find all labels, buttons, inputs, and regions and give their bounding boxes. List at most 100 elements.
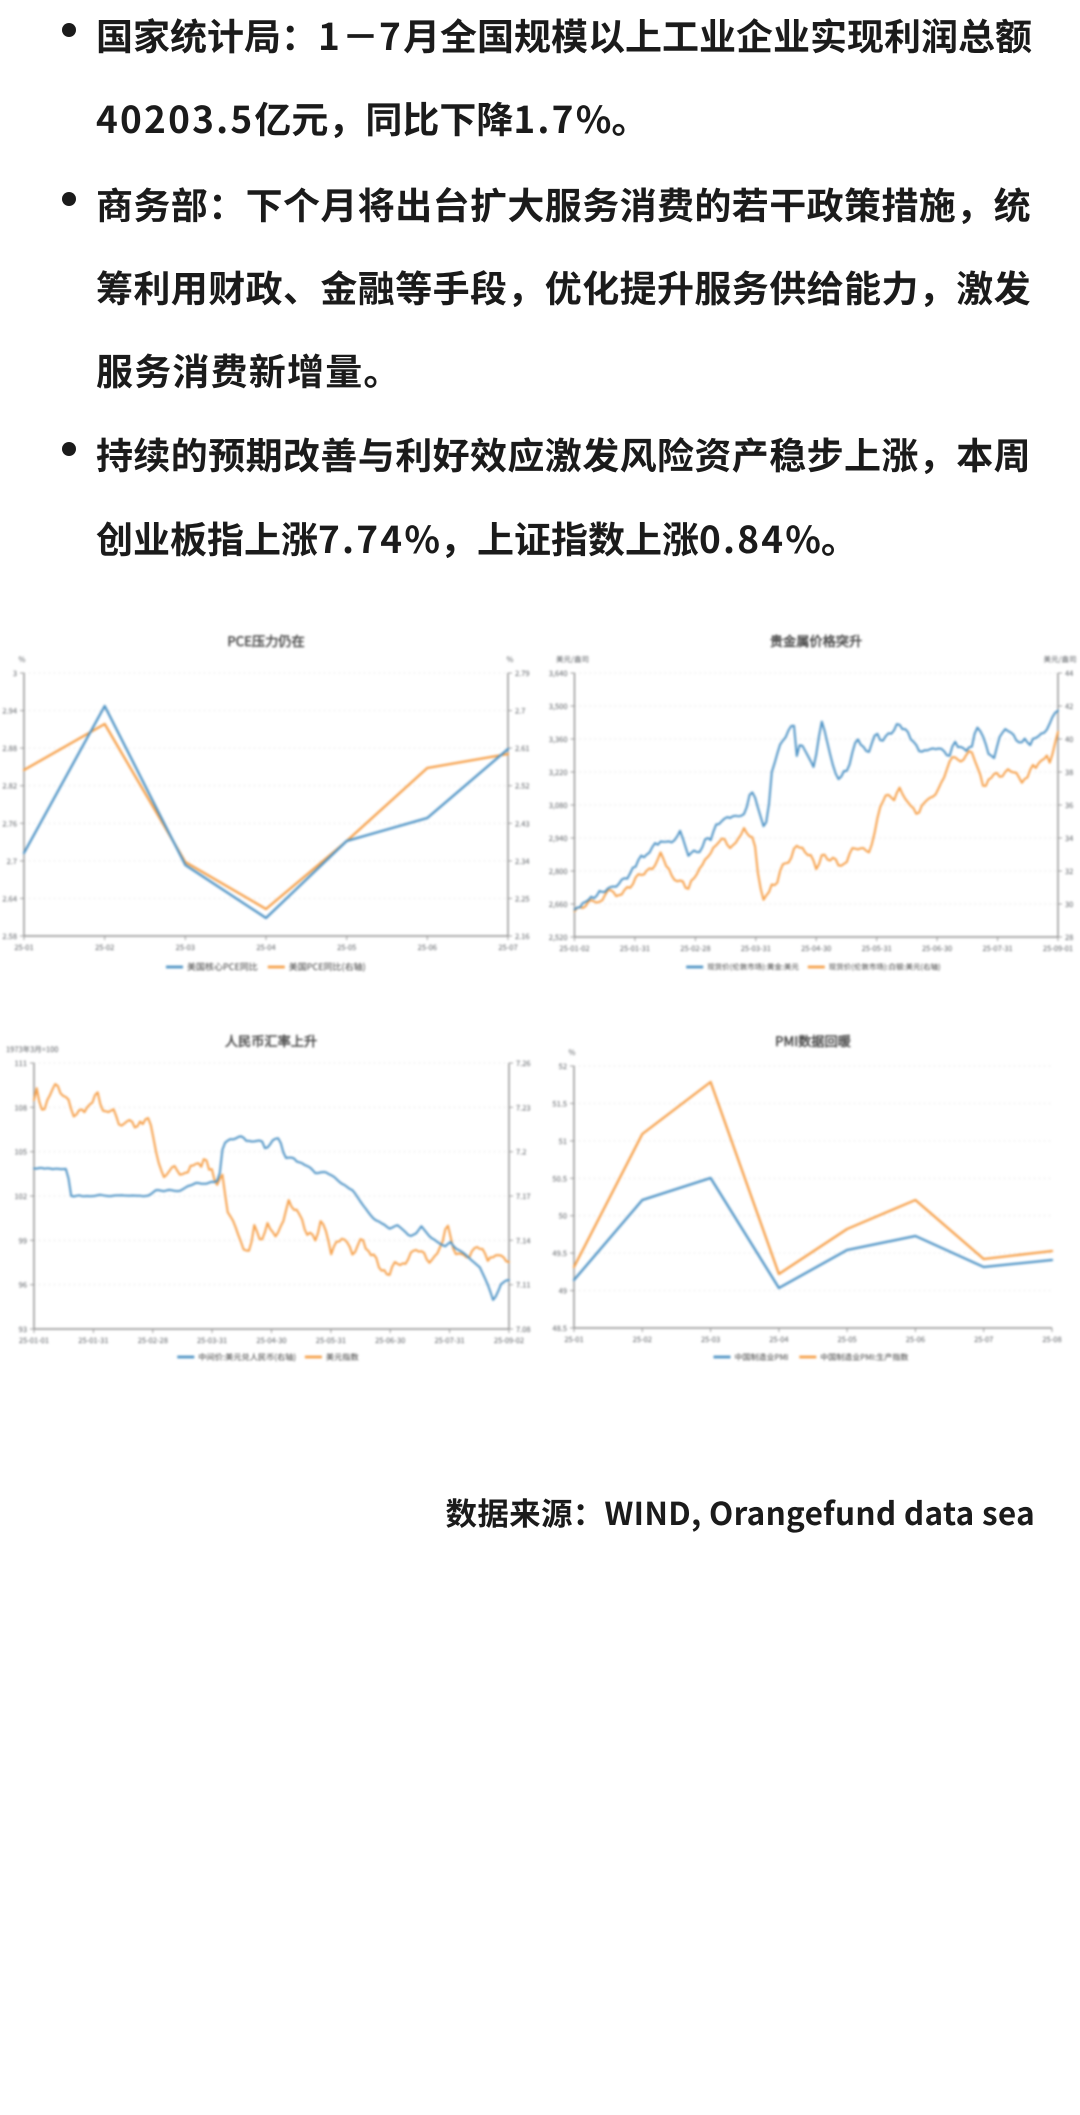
svg-text:25-06-30: 25-06-30 — [375, 1335, 405, 1346]
svg-text:2.88: 2.88 — [2, 743, 17, 754]
svg-text:25-04-30: 25-04-30 — [256, 1335, 286, 1346]
svg-text:美元指数: 美元指数 — [326, 1351, 359, 1363]
svg-text:2.94: 2.94 — [2, 706, 17, 717]
svg-text:38: 38 — [1065, 767, 1073, 778]
svg-text:25-09-01: 25-09-01 — [1043, 943, 1073, 954]
svg-text:25-06: 25-06 — [418, 942, 437, 953]
svg-text:3,220: 3,220 — [549, 767, 568, 778]
svg-text:25-05: 25-05 — [837, 1334, 856, 1345]
svg-text:2.58: 2.58 — [2, 931, 17, 942]
svg-text:51: 51 — [559, 1136, 567, 1147]
svg-text:25-08: 25-08 — [1042, 1334, 1061, 1345]
svg-text:111: 111 — [15, 1058, 28, 1069]
svg-text:25-07: 25-07 — [974, 1334, 993, 1345]
svg-text:中国制造业PMI: 中国制造业PMI — [735, 1352, 789, 1363]
svg-text:7.23: 7.23 — [516, 1102, 531, 1113]
svg-text:美元/盎司: 美元/盎司 — [1044, 654, 1077, 665]
svg-text:25-04: 25-04 — [256, 942, 275, 953]
svg-text:3,500: 3,500 — [549, 701, 568, 712]
svg-text:2,520: 2,520 — [549, 932, 568, 943]
svg-text:49: 49 — [559, 1286, 567, 1297]
svg-text:102: 102 — [15, 1191, 28, 1202]
svg-text:44: 44 — [1065, 668, 1073, 679]
svg-text:25-06: 25-06 — [906, 1334, 925, 1345]
svg-text:3,080: 3,080 — [549, 800, 568, 811]
svg-text:7.08: 7.08 — [516, 1324, 531, 1335]
svg-text:3: 3 — [13, 668, 17, 679]
svg-text:25-01-02: 25-01-02 — [559, 943, 589, 954]
svg-text:25-03: 25-03 — [176, 942, 195, 953]
svg-text:25-03-31: 25-03-31 — [741, 943, 771, 954]
svg-text:人民币汇率上升: 人民币汇率上升 — [225, 1031, 317, 1050]
svg-text:2.7: 2.7 — [7, 856, 17, 867]
svg-text:2,940: 2,940 — [549, 833, 568, 844]
svg-text:25-04-30: 25-04-30 — [801, 943, 831, 954]
svg-text:48.5: 48.5 — [552, 1323, 567, 1334]
svg-text:93: 93 — [19, 1324, 27, 1335]
svg-text:2.61: 2.61 — [515, 743, 530, 754]
svg-text:7.26: 7.26 — [516, 1058, 531, 1069]
svg-text:25-01-01: 25-01-01 — [19, 1335, 49, 1346]
svg-text:99: 99 — [19, 1235, 27, 1246]
svg-text:105: 105 — [15, 1147, 28, 1158]
svg-text:25-01-31: 25-01-31 — [620, 943, 650, 954]
svg-text:2.7: 2.7 — [515, 706, 525, 717]
svg-text:30: 30 — [1065, 899, 1073, 910]
svg-text:2.79: 2.79 — [515, 668, 530, 679]
svg-text:42: 42 — [1065, 701, 1073, 712]
svg-text:7.17: 7.17 — [516, 1191, 531, 1202]
svg-text:中间价:美元兑人民币(右轴): 中间价:美元兑人民币(右轴) — [198, 1351, 296, 1363]
svg-text:25-03-31: 25-03-31 — [197, 1335, 227, 1346]
svg-text:3,640: 3,640 — [549, 668, 568, 679]
svg-text:美元/盎司: 美元/盎司 — [556, 654, 589, 665]
svg-text:36: 36 — [1065, 800, 1073, 811]
svg-text:美国核心PCE同比: 美国核心PCE同比 — [187, 960, 258, 973]
svg-text:34: 34 — [1065, 833, 1073, 844]
svg-text:25-07-31: 25-07-31 — [983, 943, 1013, 954]
svg-text:25-01-31: 25-01-31 — [78, 1335, 108, 1346]
svg-text:现货价(伦敦市场):白银:美元(右轴): 现货价(伦敦市场):白银:美元(右轴) — [829, 962, 941, 973]
svg-text:7.11: 7.11 — [516, 1280, 531, 1291]
svg-text:PCE压力仍在: PCE压力仍在 — [227, 631, 304, 650]
svg-text:25-02: 25-02 — [633, 1334, 652, 1345]
svg-text:7.2: 7.2 — [516, 1147, 526, 1158]
svg-text:52: 52 — [559, 1061, 567, 1072]
svg-text:25-07-31: 25-07-31 — [435, 1335, 465, 1346]
svg-text:25-01: 25-01 — [564, 1334, 583, 1345]
svg-text:25-02: 25-02 — [95, 942, 114, 953]
svg-text:25-06-30: 25-06-30 — [922, 943, 952, 954]
svg-text:25-05: 25-05 — [337, 942, 356, 953]
svg-text:2.76: 2.76 — [2, 818, 17, 829]
svg-text:25-04: 25-04 — [769, 1334, 788, 1345]
svg-text:25-09-02: 25-09-02 — [494, 1335, 524, 1346]
svg-text:现货价(伦敦市场):黄金:美元: 现货价(伦敦市场):黄金:美元 — [707, 962, 799, 973]
svg-text:25-03: 25-03 — [701, 1334, 720, 1345]
svg-text:40: 40 — [1065, 734, 1073, 745]
svg-text:%: % — [19, 654, 26, 665]
svg-text:2.25: 2.25 — [515, 893, 530, 904]
svg-text:1973年3月=100: 1973年3月=100 — [6, 1044, 58, 1055]
svg-text:%: % — [569, 1047, 576, 1058]
svg-text:PMI数据回暖: PMI数据回暖 — [775, 1031, 851, 1050]
svg-text:2.64: 2.64 — [2, 893, 17, 904]
svg-text:49.5: 49.5 — [552, 1248, 567, 1259]
svg-text:25-07: 25-07 — [498, 942, 517, 953]
svg-text:贵金属价格突升: 贵金属价格突升 — [770, 631, 862, 650]
svg-text:50: 50 — [559, 1211, 567, 1222]
svg-text:28: 28 — [1065, 932, 1073, 943]
svg-text:51.5: 51.5 — [552, 1098, 567, 1109]
svg-text:美国PCE同比(右轴): 美国PCE同比(右轴) — [289, 960, 366, 973]
svg-text:2,800: 2,800 — [549, 866, 568, 877]
svg-text:2.52: 2.52 — [515, 781, 530, 792]
svg-text:3,360: 3,360 — [549, 734, 568, 745]
svg-text:2.43: 2.43 — [515, 818, 530, 829]
svg-text:32: 32 — [1065, 866, 1073, 877]
svg-text:%: % — [507, 654, 514, 665]
svg-text:2.82: 2.82 — [2, 781, 17, 792]
svg-text:25-01: 25-01 — [14, 942, 33, 953]
svg-text:7.14: 7.14 — [516, 1235, 531, 1246]
svg-text:25-02-28: 25-02-28 — [680, 943, 710, 954]
svg-text:25-05-31: 25-05-31 — [862, 943, 892, 954]
svg-text:25-02-28: 25-02-28 — [138, 1335, 168, 1346]
svg-text:2,660: 2,660 — [549, 899, 568, 910]
